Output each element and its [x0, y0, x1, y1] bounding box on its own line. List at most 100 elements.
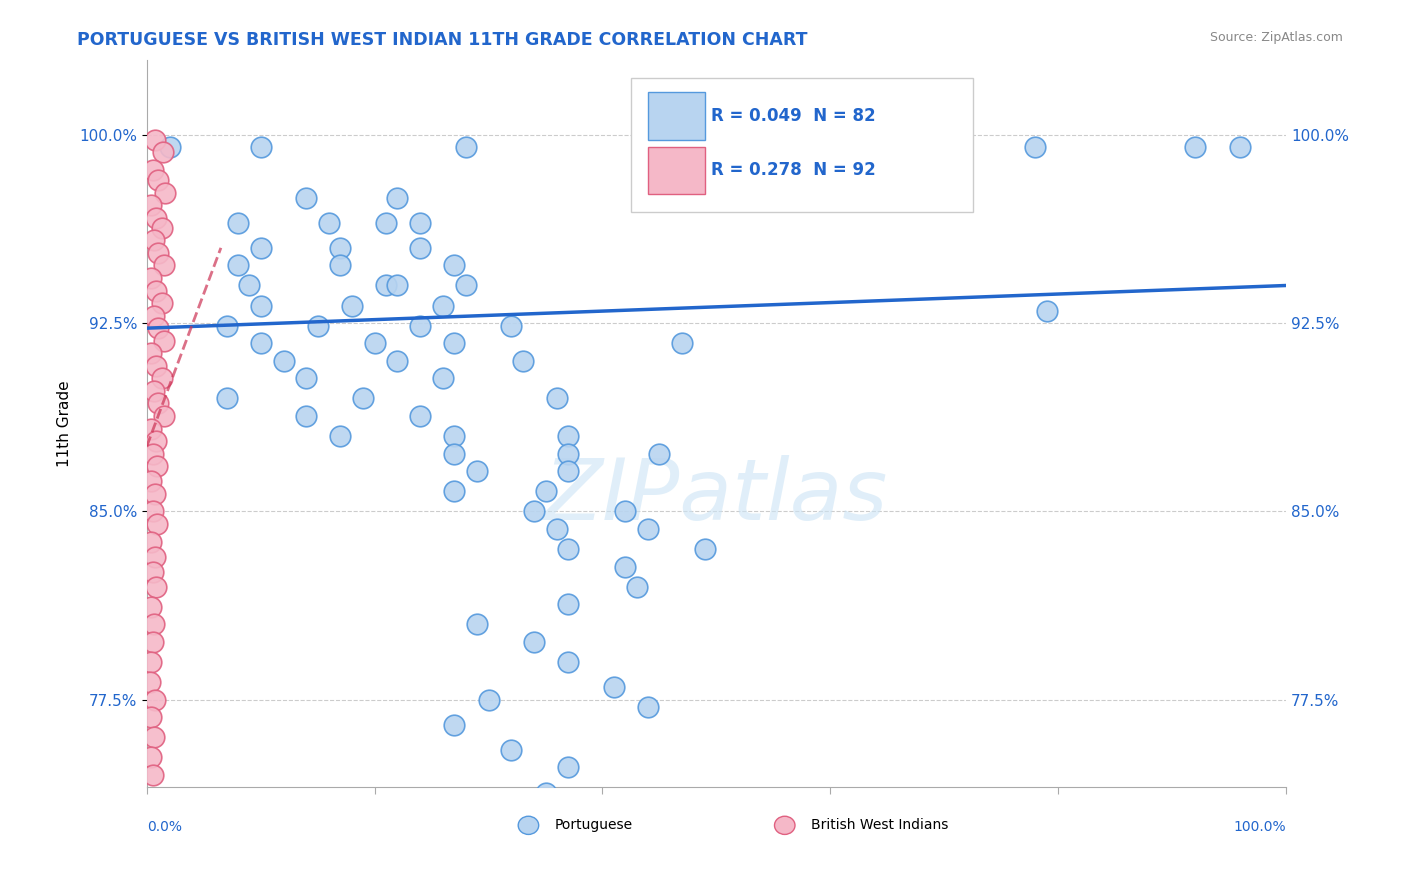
Point [363, 336, 385, 351]
Point [352, 392, 374, 406]
Point [614, 504, 637, 518]
Point [626, 580, 648, 594]
Point [557, 811, 579, 825]
Point [141, 447, 163, 461]
Point [557, 542, 579, 557]
Text: British West Indians: British West Indians [811, 818, 948, 832]
Point [142, 233, 165, 247]
Point [534, 785, 557, 799]
Point [146, 459, 169, 474]
Point [329, 259, 352, 273]
Point [329, 241, 352, 255]
Point [387, 191, 409, 205]
Point [432, 371, 454, 385]
Point [501, 743, 523, 757]
Point [153, 334, 176, 348]
Point [141, 475, 163, 489]
Point [375, 278, 398, 293]
Text: Source: ZipAtlas.com: Source: ZipAtlas.com [1209, 31, 1343, 45]
Point [141, 271, 163, 285]
Point [273, 353, 295, 368]
Point [152, 145, 174, 160]
Point [557, 597, 579, 611]
Point [477, 692, 499, 706]
Point [329, 429, 352, 443]
Y-axis label: 11th Grade: 11th Grade [58, 380, 72, 467]
Point [1229, 140, 1251, 154]
Point [226, 259, 249, 273]
Point [141, 635, 163, 649]
Point [546, 522, 568, 536]
Point [443, 484, 465, 499]
Point [148, 321, 170, 335]
Point [648, 447, 671, 461]
Ellipse shape [775, 816, 794, 834]
Point [141, 768, 163, 782]
Text: 0.0%: 0.0% [146, 821, 181, 834]
Point [150, 220, 173, 235]
Point [523, 635, 546, 649]
Point [148, 396, 170, 410]
Point [141, 421, 163, 435]
Point [443, 429, 465, 443]
Point [150, 371, 173, 385]
Point [409, 318, 432, 333]
Point [139, 675, 162, 690]
Point [143, 133, 166, 147]
Point [443, 447, 465, 461]
Point [141, 534, 163, 549]
Point [226, 216, 249, 230]
Point [454, 868, 477, 882]
Point [387, 278, 409, 293]
Point [340, 299, 363, 313]
Point [142, 731, 165, 745]
Point [159, 140, 181, 154]
Point [443, 336, 465, 351]
Point [145, 284, 167, 298]
Point [465, 464, 488, 478]
Point [454, 140, 477, 154]
Text: ZIPatlas: ZIPatlas [544, 455, 889, 538]
Point [148, 173, 170, 187]
Point [141, 198, 163, 212]
Point [142, 309, 165, 323]
Point [295, 409, 318, 423]
Point [145, 580, 167, 594]
Point [249, 241, 271, 255]
Point [150, 296, 173, 310]
Point [153, 259, 176, 273]
Point [557, 429, 579, 443]
Point [534, 484, 557, 499]
FancyBboxPatch shape [631, 78, 973, 212]
Point [512, 353, 534, 368]
Point [142, 617, 165, 632]
Point [557, 464, 579, 478]
Point [387, 353, 409, 368]
Point [557, 760, 579, 774]
Point [153, 409, 176, 423]
Point [409, 409, 432, 423]
Point [318, 216, 340, 230]
Point [141, 710, 163, 724]
Point [637, 140, 659, 154]
Point [249, 140, 271, 154]
Point [295, 371, 318, 385]
Point [141, 504, 163, 518]
Text: 100.0%: 100.0% [1233, 821, 1286, 834]
Text: PORTUGUESE VS BRITISH WEST INDIAN 11TH GRADE CORRELATION CHART: PORTUGUESE VS BRITISH WEST INDIAN 11TH G… [77, 31, 808, 49]
Point [409, 241, 432, 255]
Point [141, 346, 163, 360]
Point [143, 549, 166, 564]
Point [693, 542, 716, 557]
Point [546, 392, 568, 406]
Point [307, 318, 329, 333]
Point [143, 487, 166, 501]
Text: R = 0.049  N = 82: R = 0.049 N = 82 [710, 107, 876, 125]
Point [1024, 140, 1046, 154]
Point [141, 163, 163, 178]
Point [512, 886, 534, 892]
Point [523, 504, 546, 518]
Point [145, 434, 167, 449]
FancyBboxPatch shape [648, 147, 704, 194]
Point [215, 392, 238, 406]
